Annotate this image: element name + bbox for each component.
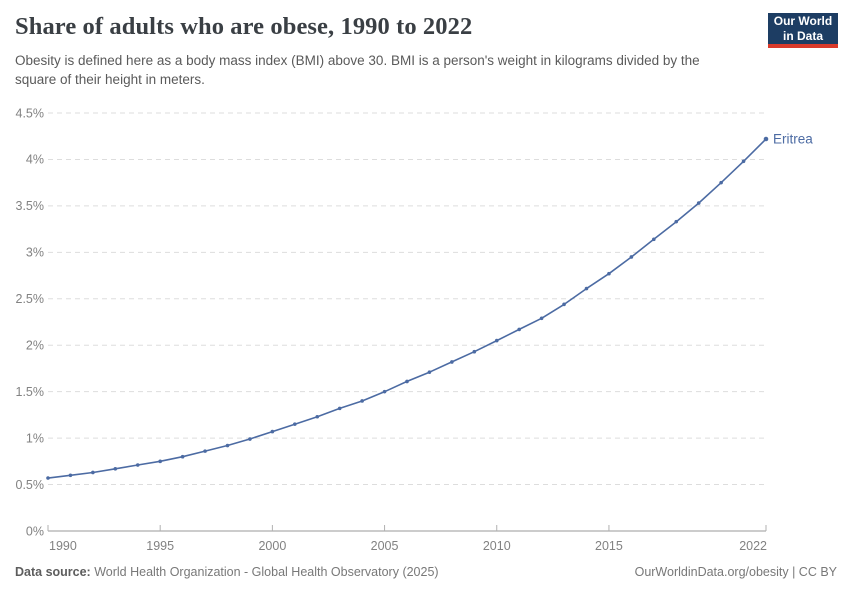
y-tick-label: 1.5% bbox=[16, 385, 45, 399]
data-point[interactable] bbox=[46, 476, 50, 480]
chart-footer: Data source: World Health Organization -… bbox=[15, 565, 837, 579]
data-point[interactable] bbox=[293, 422, 297, 426]
attribution-link: OurWorldinData.org/obesity | CC BY bbox=[634, 565, 837, 579]
data-point[interactable] bbox=[180, 454, 185, 459]
data-point[interactable] bbox=[360, 399, 364, 403]
owid-logo-line2: in Data bbox=[782, 28, 823, 43]
y-tick-label: 3% bbox=[26, 246, 44, 260]
data-point[interactable] bbox=[494, 338, 499, 343]
data-point[interactable] bbox=[472, 349, 477, 354]
data-point[interactable] bbox=[674, 219, 679, 224]
x-tick-label: 2005 bbox=[371, 539, 399, 553]
data-source-text: World Health Organization - Global Healt… bbox=[90, 565, 439, 579]
data-point[interactable] bbox=[584, 286, 589, 291]
x-tick-label: 1995 bbox=[146, 539, 174, 553]
data-point[interactable] bbox=[539, 316, 544, 321]
y-tick-label: 1% bbox=[26, 431, 44, 445]
data-point[interactable] bbox=[68, 473, 73, 478]
x-tick-label: 1990 bbox=[49, 539, 77, 553]
data-point[interactable] bbox=[315, 414, 320, 419]
data-point[interactable] bbox=[741, 159, 746, 164]
x-axis: 1990 1995 2000 2005 2010 2015 2022 bbox=[47, 525, 767, 553]
owid-logo-line1: Our World bbox=[773, 13, 833, 28]
y-tick-label: 2% bbox=[26, 339, 44, 353]
data-point[interactable] bbox=[248, 437, 252, 441]
data-point[interactable] bbox=[427, 370, 432, 374]
data-point[interactable] bbox=[562, 302, 566, 307]
entity-label: Eritrea bbox=[773, 132, 813, 147]
y-tick-label: 2.5% bbox=[16, 292, 45, 306]
owid-logo[interactable]: Our World in Data bbox=[768, 13, 838, 48]
x-tick-label: 2000 bbox=[258, 539, 286, 553]
data-point[interactable] bbox=[91, 470, 95, 475]
data-point[interactable] bbox=[696, 201, 701, 205]
data-point[interactable] bbox=[719, 180, 723, 185]
data-point[interactable] bbox=[337, 406, 342, 411]
data-point[interactable] bbox=[113, 466, 118, 471]
x-tick-label: 2010 bbox=[483, 539, 511, 553]
data-point[interactable] bbox=[225, 443, 230, 448]
data-point[interactable] bbox=[203, 449, 207, 453]
data-point[interactable] bbox=[629, 255, 634, 259]
x-tick-label: 2015 bbox=[595, 539, 623, 553]
y-tick-label: 4% bbox=[26, 153, 44, 167]
data-source: Data source: World Health Organization -… bbox=[15, 565, 439, 579]
data-point[interactable] bbox=[270, 429, 275, 434]
gridlines bbox=[48, 112, 766, 532]
data-series-line[interactable] bbox=[47, 138, 767, 479]
chart-subtitle: Obesity is defined here as a body mass i… bbox=[15, 53, 700, 87]
data-series: Eritrea bbox=[46, 132, 813, 480]
y-axis-labels: 0% 0.5% 1% 1.5% 2% 2.5% 3% 3.5% 4% 4.5% bbox=[16, 106, 45, 538]
chart-title: Share of adults who are obese, 1990 to 2… bbox=[15, 13, 473, 40]
data-point[interactable] bbox=[405, 379, 409, 384]
data-point[interactable] bbox=[517, 327, 521, 332]
y-tick-label: 0.5% bbox=[16, 478, 45, 492]
y-tick-label: 0% bbox=[26, 524, 44, 538]
y-tick-label: 4.5% bbox=[16, 106, 45, 120]
data-point[interactable] bbox=[382, 389, 387, 394]
data-point[interactable] bbox=[450, 360, 454, 364]
data-point[interactable] bbox=[135, 463, 140, 467]
data-point-endpoint[interactable] bbox=[763, 136, 769, 142]
x-tick-label: 2022 bbox=[739, 539, 767, 553]
data-point[interactable] bbox=[158, 459, 162, 464]
data-point[interactable] bbox=[607, 271, 611, 276]
data-source-label: Data source: bbox=[15, 565, 91, 579]
y-tick-label: 3.5% bbox=[16, 199, 45, 213]
data-point[interactable] bbox=[652, 237, 656, 242]
